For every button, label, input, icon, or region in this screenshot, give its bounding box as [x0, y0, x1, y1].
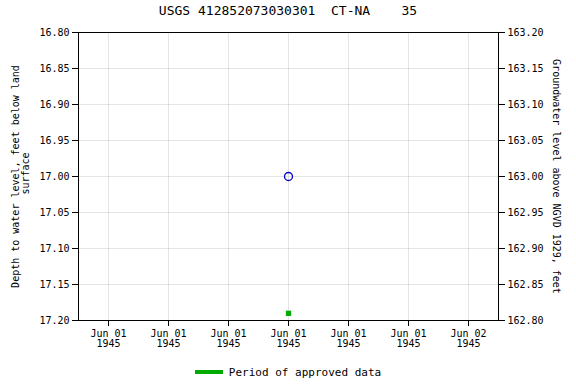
- svg-text:16.85: 16.85: [39, 63, 69, 74]
- svg-text:Depth to water level, feet bel: Depth to water level, feet below land su…: [10, 65, 31, 288]
- svg-text:Jun 011945: Jun 011945: [90, 328, 126, 349]
- svg-text:163.10: 163.10: [508, 99, 544, 110]
- html-text:USGS 412852073030301 CT-NA 35: USGS 412852073030301 CT-NA 35: [158, 3, 418, 18]
- svg-text:163.20: 163.20: [508, 27, 544, 38]
- svg-text:163.00: 163.00: [508, 171, 544, 182]
- svg-text:163.05: 163.05: [508, 135, 544, 146]
- svg-text:163.15: 163.15: [508, 63, 544, 74]
- svg-text:Jun 011945: Jun 011945: [150, 328, 186, 349]
- svg-text:Jun 021945: Jun 021945: [450, 328, 486, 349]
- svg-text:Groundwater level above NGVD 1: Groundwater level above NGVD 1929, feet: [551, 59, 562, 294]
- html-text:Period of approved data: Period of approved data: [228, 365, 382, 379]
- svg-text:16.95: 16.95: [39, 135, 69, 146]
- svg-text:Jun 011945: Jun 011945: [390, 328, 426, 349]
- svg-text:162.90: 162.90: [508, 243, 544, 254]
- svg-text:16.80: 16.80: [39, 27, 69, 38]
- svg-text:17.15: 17.15: [39, 279, 69, 290]
- svg-text:17.00: 17.00: [39, 171, 69, 182]
- svg-text:162.85: 162.85: [508, 279, 544, 290]
- svg-text:17.10: 17.10: [39, 243, 69, 254]
- svg-text:162.95: 162.95: [508, 207, 544, 218]
- svg-text:162.80: 162.80: [508, 315, 544, 326]
- svg-text:Jun 011945: Jun 011945: [210, 328, 246, 349]
- svg-text:Jun 011945: Jun 011945: [270, 328, 306, 349]
- svg-text:Jun 011945: Jun 011945: [330, 328, 366, 349]
- svg-text:17.20: 17.20: [39, 315, 69, 326]
- svg-text:17.05: 17.05: [39, 207, 69, 218]
- svg-text:16.90: 16.90: [39, 99, 69, 110]
